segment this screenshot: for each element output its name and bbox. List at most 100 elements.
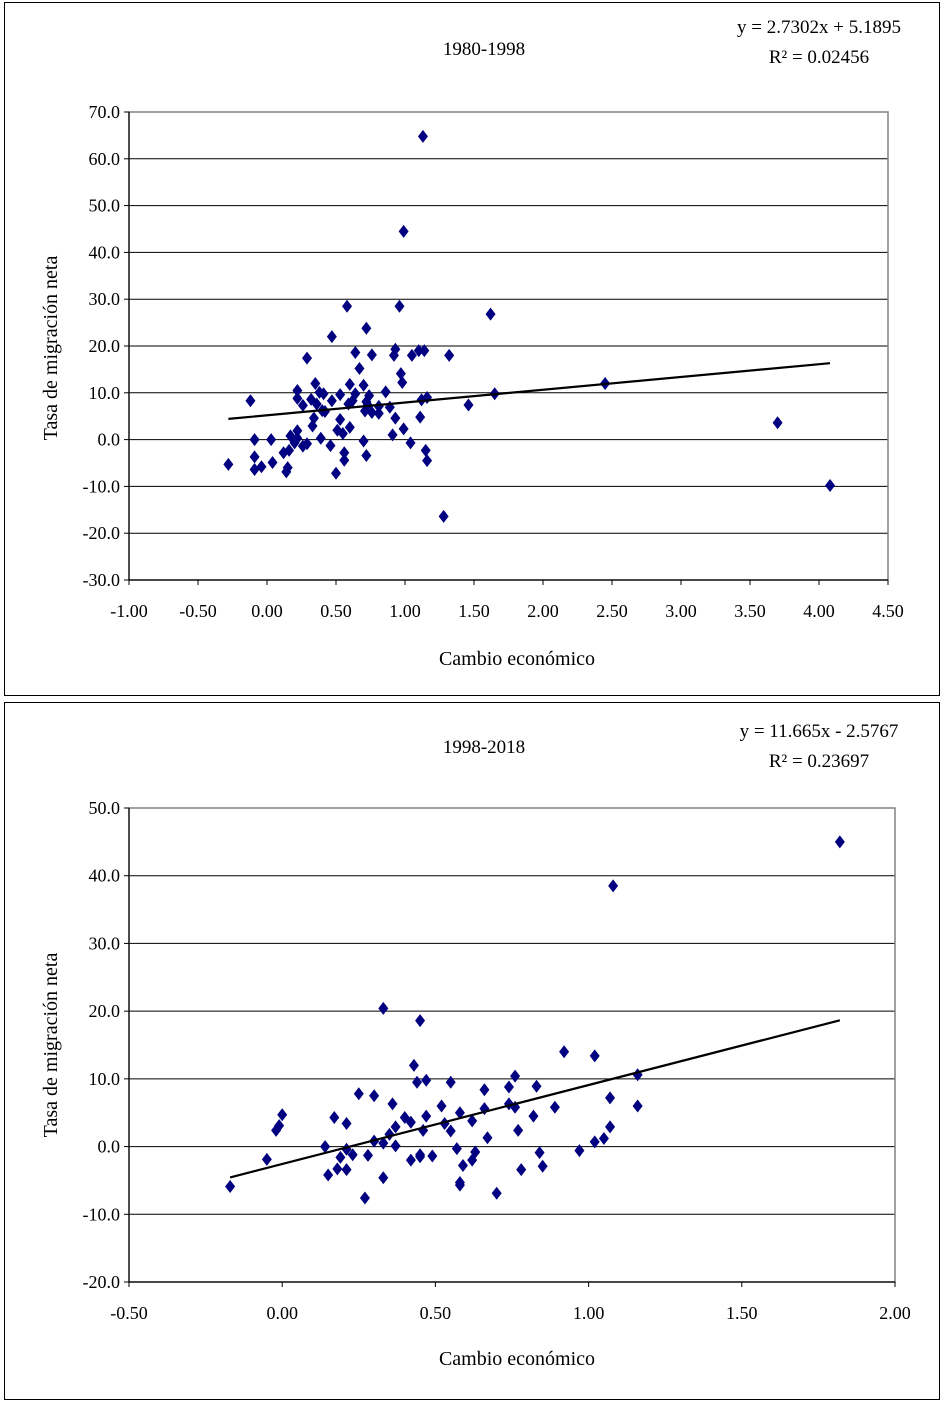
data-point	[329, 1110, 340, 1124]
data-point	[310, 376, 321, 390]
data-point	[292, 391, 303, 405]
data-point	[632, 1099, 643, 1113]
data-point	[373, 399, 384, 413]
data-point	[417, 129, 428, 143]
data-point	[380, 385, 391, 399]
x-tick-label: -0.50	[110, 1303, 148, 1323]
data-point	[341, 1117, 352, 1131]
data-point	[323, 1168, 334, 1182]
data-point	[454, 1106, 465, 1120]
data-point	[297, 398, 308, 412]
data-point	[277, 1108, 288, 1122]
data-point	[549, 1100, 560, 1114]
data-point	[369, 1089, 380, 1103]
data-point	[281, 465, 292, 479]
data-point	[297, 439, 308, 453]
data-point	[378, 1001, 389, 1015]
data-point	[332, 1162, 343, 1176]
chart-title: 1980-1998	[443, 39, 525, 60]
chart-title: 1998-2018	[443, 737, 525, 758]
data-point	[574, 1144, 585, 1158]
data-point	[395, 367, 406, 381]
x-tick-label: 3.00	[665, 601, 697, 621]
data-point	[559, 1045, 570, 1059]
data-point	[772, 416, 783, 430]
plot-area	[128, 807, 896, 1283]
data-point	[362, 1148, 373, 1162]
y-tick-label: 40.0	[89, 866, 121, 886]
data-point	[335, 412, 346, 426]
data-point	[387, 428, 398, 442]
data-point	[427, 1149, 438, 1163]
data-point	[347, 1148, 358, 1162]
data-point	[331, 466, 341, 480]
data-point	[479, 1083, 490, 1097]
data-point	[350, 346, 361, 360]
y-tick-label: -10.0	[83, 1204, 121, 1224]
data-point	[358, 378, 369, 392]
x-tick-label: 1.50	[458, 601, 490, 621]
data-point	[315, 431, 326, 445]
data-point	[307, 419, 318, 433]
data-point	[408, 1058, 419, 1072]
data-point	[510, 1100, 521, 1114]
data-point	[373, 406, 384, 420]
data-point	[249, 463, 260, 477]
r-squared: R² = 0.02456	[769, 47, 869, 68]
data-point	[387, 1097, 398, 1111]
x-tick-label: 2.00	[527, 601, 559, 621]
trendline	[228, 362, 831, 420]
data-point	[825, 478, 836, 492]
data-point	[531, 1079, 542, 1093]
data-point	[359, 1191, 370, 1205]
data-point	[359, 404, 370, 418]
data-point	[503, 1080, 514, 1094]
data-point	[339, 446, 350, 460]
x-tick-label: 2.00	[879, 1303, 911, 1323]
data-point	[361, 321, 372, 335]
data-point	[510, 1069, 521, 1083]
y-tick-label: -30.0	[83, 570, 121, 590]
data-point	[444, 348, 455, 362]
data-point	[361, 449, 372, 463]
data-point	[335, 1150, 346, 1164]
data-point	[482, 1131, 493, 1145]
y-tick-label: 0.0	[98, 1137, 121, 1157]
scatter-chart-1998-2018: -20.0 -10.0 0.0 10.0 20.0 30.0 40.0 50.0 -0.50 0.…	[40, 721, 911, 1370]
data-point	[292, 431, 303, 445]
y-axis-label: Tasa de migración neta	[40, 256, 62, 441]
data-point	[406, 348, 417, 362]
data-point	[445, 1075, 456, 1089]
data-point	[390, 411, 401, 425]
data-point	[516, 1163, 527, 1177]
x-axis-label: Cambio económico	[439, 1348, 595, 1370]
scatter-chart-1980-1998: -30.0 -20.0 -10.0 0.0 10.0 20.0 30.0 40.0 50.0 60…	[40, 17, 904, 670]
y-tick-label: 0.0	[98, 430, 121, 450]
data-point	[598, 1131, 609, 1145]
data-point	[353, 1087, 364, 1101]
data-point	[390, 342, 401, 356]
x-tick-label: 1.50	[726, 1303, 758, 1323]
y-tick-label: 40.0	[89, 242, 121, 262]
chart-panel-1998-2018: -20.0 -10.0 0.0 10.0 20.0 30.0 40.0 50.0 -0.50 0.…	[4, 702, 940, 1400]
data-point	[439, 1117, 450, 1131]
r-squared: R² = 0.23697	[769, 751, 869, 772]
data-point	[225, 1180, 236, 1194]
data-point	[358, 434, 369, 448]
data-point	[249, 450, 260, 464]
data-point	[292, 383, 303, 397]
data-point	[354, 361, 365, 375]
data-point	[397, 376, 408, 390]
y-tick-label: 20.0	[89, 336, 121, 356]
data-point	[415, 1148, 426, 1162]
data-point	[332, 423, 343, 437]
data-point	[608, 879, 619, 893]
data-point	[513, 1123, 524, 1137]
data-point	[405, 436, 416, 450]
data-point	[378, 1171, 389, 1185]
data-point	[266, 433, 277, 447]
data-point	[436, 1099, 447, 1113]
y-tick-label: 70.0	[89, 102, 121, 122]
data-point	[467, 1114, 478, 1128]
data-point	[419, 344, 430, 358]
